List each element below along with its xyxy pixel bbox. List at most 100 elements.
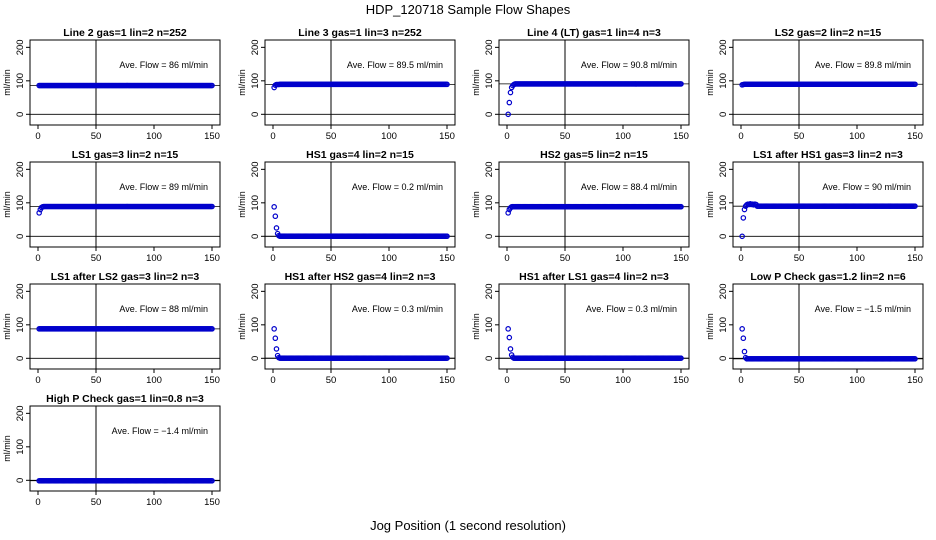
x-tick-label: 50 <box>794 375 805 386</box>
plot-frame <box>29 39 221 126</box>
x-tick-label: 150 <box>673 253 689 264</box>
y-tick-label: 0 <box>718 356 729 361</box>
panel-title: LS1 gas=3 lin=2 n=15 <box>72 149 179 161</box>
panel-title: Line 4 (LT) gas=1 lin=4 n=3 <box>527 27 661 39</box>
x-tick-label: 50 <box>91 253 102 264</box>
y-tick-label: 200 <box>250 39 261 55</box>
data-point <box>912 356 918 362</box>
x-tick-label: 50 <box>560 375 571 386</box>
panel-8: LS1 after HS1 gas=3 lin=2 n=3 0 50 100 150 0 1… <box>705 149 924 264</box>
y-axis-label: ml/min <box>705 191 715 218</box>
panel-13: High P Check gas=1 lin=0.8 n=3 0 50 100 150 0… <box>2 393 221 508</box>
x-tick-label: 150 <box>204 375 220 386</box>
data-point <box>741 348 748 355</box>
y-axis-label: ml/min <box>2 313 12 340</box>
x-tick-label: 50 <box>326 131 337 142</box>
y-axis-label: ml/min <box>237 191 247 218</box>
y-axis-label: ml/min <box>471 313 481 340</box>
y-tick-label: 100 <box>718 73 729 89</box>
data-point <box>740 215 747 221</box>
panel-title: LS1 after LS2 gas=3 lin=2 n=3 <box>51 271 200 283</box>
data-point <box>271 326 277 332</box>
y-tick-label: 0 <box>718 112 729 117</box>
x-tick-label: 0 <box>35 131 40 142</box>
y-tick-label: 100 <box>250 195 261 211</box>
y-axis-label: ml/min <box>705 69 715 96</box>
x-tick-label: 50 <box>794 253 805 264</box>
y-tick-label: 100 <box>15 73 26 89</box>
figure-title: HDP_120718 Sample Flow Shapes <box>365 2 571 17</box>
x-tick-label: 50 <box>326 375 337 386</box>
data-point <box>506 334 513 341</box>
data-point <box>506 99 513 106</box>
data-point <box>505 326 511 332</box>
average-flow-annotation: Ave. Flow = 90.8 ml/min <box>581 60 677 70</box>
x-tick-label: 0 <box>35 253 40 264</box>
y-axis-label: ml/min <box>2 191 12 218</box>
data-point <box>209 326 215 332</box>
average-flow-annotation: Ave. Flow = 86 ml/min <box>119 60 208 70</box>
y-tick-label: 200 <box>484 161 495 177</box>
y-tick-label: 0 <box>15 356 26 361</box>
y-tick-label: 100 <box>250 73 261 89</box>
panel-title: Line 2 gas=1 lin=2 n=252 <box>63 27 187 39</box>
data-point <box>507 346 514 352</box>
data-point <box>678 203 684 210</box>
x-tick-label: 100 <box>381 131 397 142</box>
x-tick-label: 150 <box>439 131 455 142</box>
data-point <box>271 204 277 210</box>
data-point <box>739 326 745 332</box>
x-tick-label: 100 <box>146 375 162 386</box>
y-tick-label: 0 <box>250 112 261 117</box>
x-tick-label: 50 <box>326 253 337 264</box>
average-flow-annotation: Ave. Flow = 88 ml/min <box>119 304 208 314</box>
panel-10: HS1 after HS2 gas=4 lin=2 n=3 0 50 100 150 0 1… <box>237 271 456 386</box>
plot-frame <box>732 283 924 370</box>
x-tick-label: 150 <box>204 131 220 142</box>
x-tick-label: 150 <box>673 131 689 142</box>
x-tick-label: 100 <box>381 253 397 264</box>
y-tick-label: 100 <box>15 195 26 211</box>
plot-frame <box>732 39 924 126</box>
x-tick-label: 0 <box>504 375 509 386</box>
data-point <box>273 346 280 352</box>
x-tick-label: 100 <box>849 253 865 264</box>
y-axis-label: ml/min <box>237 69 247 96</box>
y-tick-label: 100 <box>15 317 26 333</box>
y-tick-label: 200 <box>718 161 729 177</box>
x-tick-label: 0 <box>270 253 275 264</box>
y-tick-label: 100 <box>718 317 729 333</box>
x-tick-label: 0 <box>504 131 509 142</box>
plot-frame <box>498 39 690 126</box>
x-tick-label: 150 <box>673 375 689 386</box>
data-point <box>505 111 511 118</box>
x-tick-label: 100 <box>615 253 631 264</box>
y-tick-label: 100 <box>484 195 495 211</box>
y-tick-label: 200 <box>718 39 729 55</box>
y-tick-label: 100 <box>484 73 495 89</box>
data-point <box>272 213 279 220</box>
panel-title: HS1 gas=4 lin=2 n=15 <box>306 149 414 161</box>
average-flow-annotation: Ave. Flow = 89.5 ml/min <box>347 60 443 70</box>
y-tick-label: 0 <box>15 234 26 239</box>
y-axis-label: ml/min <box>471 191 481 218</box>
data-point <box>36 210 42 216</box>
data-point <box>505 210 511 216</box>
panel-4: LS2 gas=2 lin=2 n=15 0 50 100 150 0 100 200 ml/m… <box>705 27 924 142</box>
x-tick-label: 100 <box>849 375 865 386</box>
x-tick-label: 0 <box>270 131 275 142</box>
data-point <box>507 89 514 96</box>
average-flow-annotation: Ave. Flow = 89.8 ml/min <box>815 60 911 70</box>
y-tick-label: 200 <box>250 161 261 177</box>
data-point <box>444 355 450 362</box>
average-flow-annotation: Ave. Flow = −1.5 ml/min <box>815 304 911 314</box>
x-tick-label: 150 <box>907 253 923 264</box>
average-flow-annotation: Ave. Flow = 0.2 ml/min <box>352 182 443 192</box>
panel-title: LS2 gas=2 lin=2 n=15 <box>775 27 882 39</box>
average-flow-annotation: Ave. Flow = 0.3 ml/min <box>352 304 443 314</box>
x-tick-label: 150 <box>204 253 220 264</box>
y-tick-label: 200 <box>484 39 495 55</box>
panel-title: LS1 after HS1 gas=3 lin=2 n=3 <box>753 149 903 161</box>
plot-frame <box>29 405 221 492</box>
panel-9: LS1 after LS2 gas=3 lin=2 n=3 0 50 100 150 0 1… <box>2 271 221 386</box>
